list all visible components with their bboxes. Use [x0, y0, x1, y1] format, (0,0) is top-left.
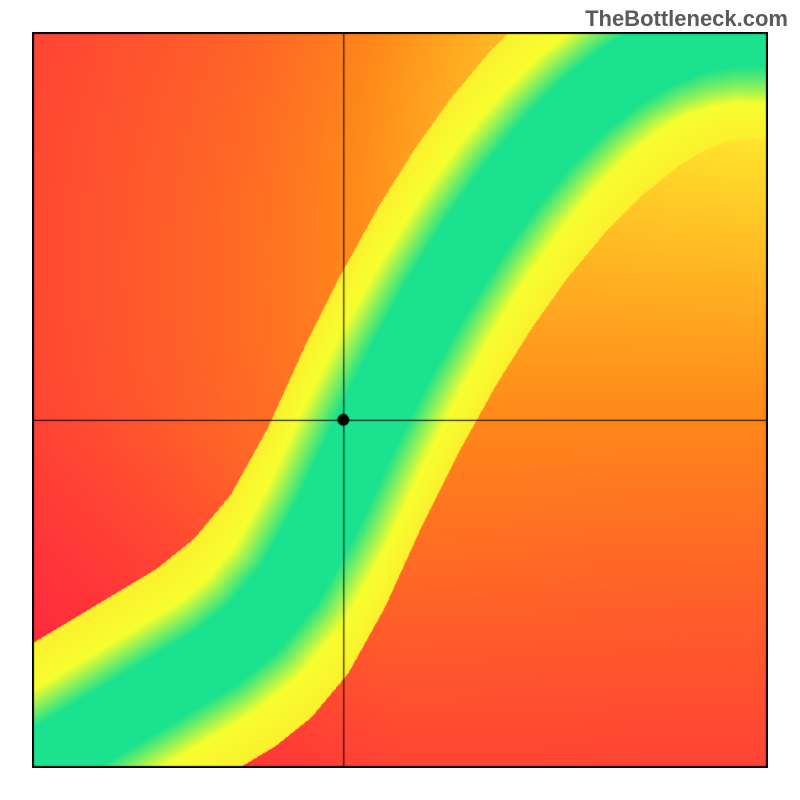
bottleneck-heatmap — [32, 32, 768, 768]
watermark-text: TheBottleneck.com — [585, 6, 788, 32]
heatmap-canvas — [32, 32, 768, 768]
